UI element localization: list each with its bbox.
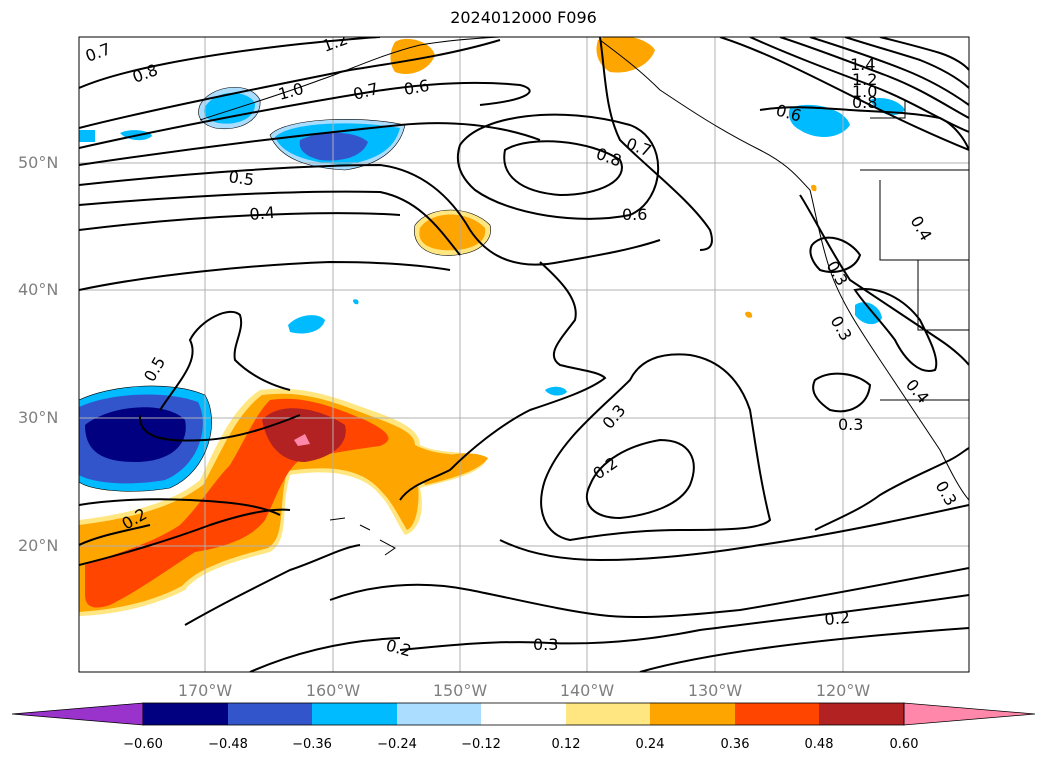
colorbar-tick-label: 0.60 xyxy=(889,737,919,752)
lon-label-120w: 120°W xyxy=(815,681,871,700)
contour-label: 1.2 xyxy=(852,70,877,89)
contour-label: 0.8 xyxy=(852,93,877,112)
lat-label-30n: 30°N xyxy=(18,408,59,427)
colorbar-cell xyxy=(143,703,228,725)
contour-label: 0.3 xyxy=(838,415,863,434)
colorbar-cell xyxy=(735,703,819,725)
map-contents: 0.7 0.8 1.0 1.2 0.7 0.6 0.5 0.4 0.8 0.7 … xyxy=(79,37,969,672)
contour-lines xyxy=(79,37,969,672)
lon-label-150w: 150°W xyxy=(432,681,488,700)
lat-label-50n: 50°N xyxy=(18,153,59,172)
colorbar-tick-label: −0.48 xyxy=(208,737,248,752)
lon-label-170w: 170°W xyxy=(177,681,233,700)
colorbar-high-extend xyxy=(903,702,1036,726)
colorbar-cell xyxy=(228,703,312,725)
colorbar-cell xyxy=(397,703,481,725)
colorbar-tick-label: −0.60 xyxy=(123,737,163,752)
contour-label: 0.6 xyxy=(622,205,647,224)
lat-label-20n: 20°N xyxy=(18,536,59,555)
contour-label: 0.6 xyxy=(402,76,430,99)
contour-labels: 0.7 0.8 1.0 1.2 0.7 0.6 0.5 0.4 0.8 0.7 … xyxy=(83,37,961,660)
colorbar-tick-label: 0.12 xyxy=(551,737,581,752)
colorbar-low-extend xyxy=(11,702,144,726)
map-frame xyxy=(78,36,970,673)
shade-outlines xyxy=(79,87,491,492)
colorbar-cell xyxy=(312,703,397,725)
colorbar-cell xyxy=(566,703,650,725)
coastlines xyxy=(199,37,969,556)
colorbar-tick-label: 0.48 xyxy=(804,737,834,752)
lon-label-160w: 160°W xyxy=(305,681,361,700)
colorbar-tick-label: −0.36 xyxy=(292,737,332,752)
contour-label: 0.5 xyxy=(227,167,255,189)
graticule xyxy=(79,37,969,672)
colorbar xyxy=(11,702,1036,726)
colorbar-cell xyxy=(650,703,735,725)
contour-label: 0.3 xyxy=(533,635,558,654)
lon-label-130w: 130°W xyxy=(687,681,743,700)
colorbar-tick-label: 0.24 xyxy=(635,737,665,752)
lon-label-140w: 140°W xyxy=(559,681,615,700)
lat-label-40n: 40°N xyxy=(18,280,59,299)
colorbar-tick-label: 0.36 xyxy=(720,737,750,752)
contour-label: 0.2 xyxy=(824,608,851,629)
map-title: 2024012000 F096 xyxy=(450,8,597,27)
colorbar-cell xyxy=(481,703,566,725)
colorbar-tick-label: −0.24 xyxy=(377,737,417,752)
contour-label: 1.4 xyxy=(850,55,875,74)
contour-label: 1.0 xyxy=(852,82,877,101)
colorbar-tick-label: −0.12 xyxy=(461,737,501,752)
contour-label: 0.4 xyxy=(249,203,276,224)
colorbar-cell xyxy=(819,703,904,725)
